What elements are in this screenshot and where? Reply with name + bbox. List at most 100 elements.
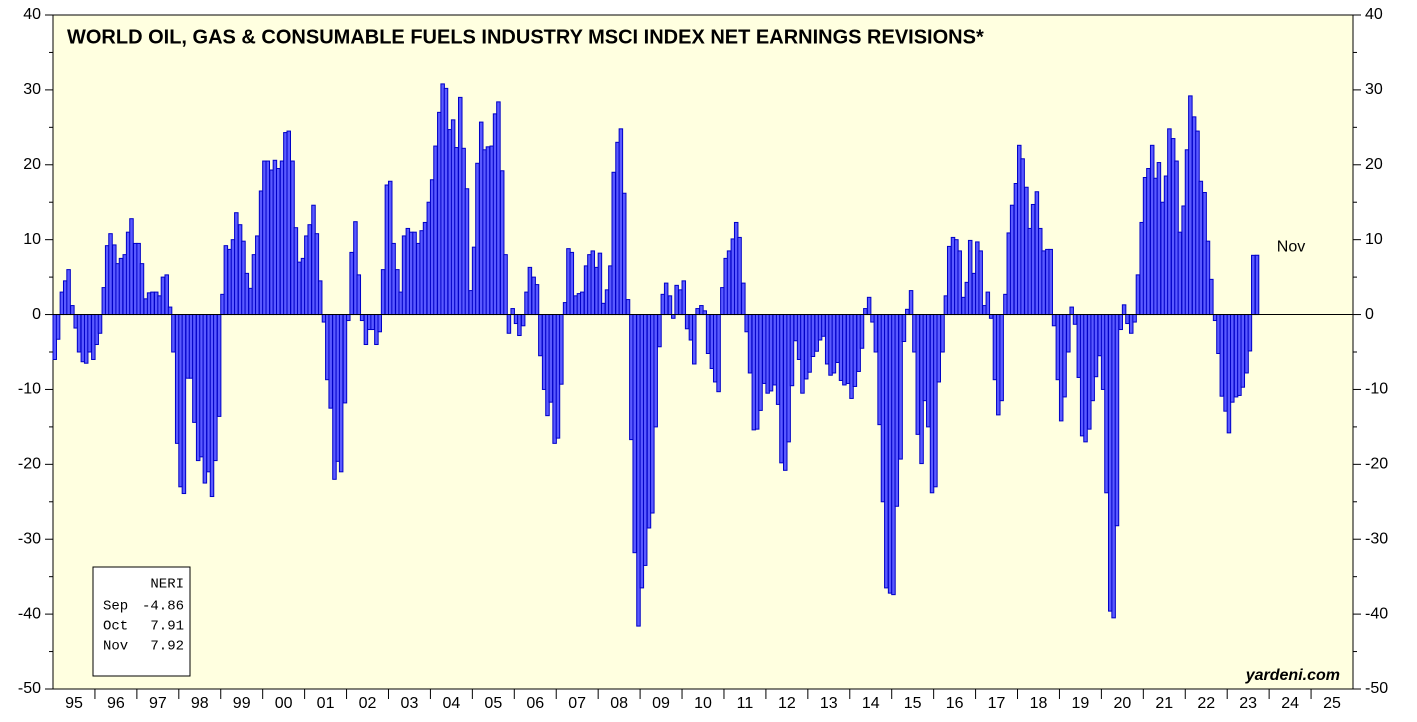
bar — [1020, 158, 1025, 316]
bar — [443, 87, 449, 316]
bar — [800, 314, 805, 394]
legend-month: Sep — [103, 599, 128, 615]
bar — [1051, 314, 1057, 327]
y2-tick-label: 30 — [1365, 81, 1383, 98]
bar — [978, 250, 983, 316]
bar — [842, 314, 847, 386]
legend-month: Nov — [103, 639, 128, 655]
x-tick-label: 14 — [862, 695, 880, 712]
bar — [1209, 278, 1214, 316]
bar — [1188, 95, 1193, 316]
y2-tick-label: -30 — [1365, 530, 1388, 547]
source: yardeni.com — [1245, 667, 1340, 684]
bar — [1132, 314, 1137, 323]
bar — [118, 257, 124, 316]
x-tick-label: 02 — [359, 695, 377, 712]
bar — [936, 314, 941, 383]
bar — [663, 282, 669, 316]
bar — [621, 192, 627, 316]
bar — [901, 314, 907, 343]
bar — [167, 306, 173, 316]
bar — [1066, 314, 1071, 353]
bar — [1009, 204, 1015, 316]
bar — [433, 145, 438, 316]
bar — [216, 314, 222, 417]
bar — [87, 314, 92, 353]
bar — [985, 291, 991, 316]
bar — [559, 314, 564, 385]
bar — [884, 314, 889, 589]
bar — [1118, 314, 1123, 331]
bar — [454, 147, 459, 316]
bar — [97, 314, 103, 334]
x-tick-label: 10 — [694, 695, 712, 712]
y2-tick-label: 10 — [1365, 231, 1383, 248]
bar — [758, 314, 763, 411]
bar — [422, 221, 428, 316]
x-tick-label: 16 — [946, 695, 964, 712]
x-tick-label: 17 — [988, 695, 1006, 712]
bar — [356, 274, 362, 316]
bar — [1230, 314, 1235, 403]
chart-title: WORLD OIL, GAS & CONSUMABLE FUELS INDUST… — [67, 26, 984, 48]
bar — [1125, 314, 1130, 325]
bar — [716, 314, 721, 393]
x-tick-label: 97 — [149, 695, 167, 712]
bar — [873, 314, 879, 353]
bar — [108, 233, 113, 316]
bar — [192, 314, 197, 423]
bar — [737, 236, 742, 316]
y-tick-label: -20 — [18, 456, 41, 473]
bar — [129, 218, 134, 316]
bar — [1062, 314, 1067, 398]
bar — [55, 314, 61, 340]
bar — [391, 242, 396, 316]
y2-tick-label: -20 — [1365, 456, 1388, 473]
bar — [692, 314, 697, 365]
bar — [342, 314, 348, 404]
bar — [789, 314, 795, 387]
bar — [181, 314, 187, 495]
x-tick-label: 13 — [820, 695, 838, 712]
bar — [286, 130, 291, 316]
bar — [632, 314, 637, 554]
bar — [821, 314, 826, 337]
bar — [276, 168, 281, 316]
x-tick-label: 95 — [65, 695, 83, 712]
bar — [66, 269, 71, 316]
bar — [223, 245, 229, 316]
bar — [779, 314, 784, 464]
bar — [401, 235, 407, 316]
x-tick-label: 12 — [778, 695, 796, 712]
bar — [1048, 248, 1053, 316]
bar — [653, 314, 658, 428]
bar — [349, 251, 354, 316]
bar — [1177, 231, 1183, 316]
bar — [1156, 162, 1162, 316]
bar — [1083, 314, 1088, 443]
bar — [296, 261, 302, 316]
bar — [866, 296, 872, 316]
bar — [265, 160, 271, 316]
bar — [999, 314, 1004, 402]
bar — [496, 101, 501, 316]
bar — [681, 280, 687, 316]
bar — [1146, 168, 1151, 316]
x-tick-label: 98 — [191, 695, 209, 712]
bar — [657, 314, 662, 348]
y2-tick-label: 20 — [1365, 156, 1383, 173]
legend-month: Oct — [103, 619, 128, 635]
bar — [506, 314, 512, 334]
y-tick-label: 10 — [23, 231, 41, 248]
bar — [946, 245, 952, 316]
bar — [667, 295, 673, 316]
bar — [202, 314, 208, 484]
annotation: Nov — [1277, 238, 1305, 255]
x-tick-label: 00 — [275, 695, 293, 712]
plot-background — [52, 14, 1354, 690]
bar — [485, 146, 491, 316]
y-tick-label: -50 — [18, 680, 41, 697]
bar — [905, 308, 910, 316]
